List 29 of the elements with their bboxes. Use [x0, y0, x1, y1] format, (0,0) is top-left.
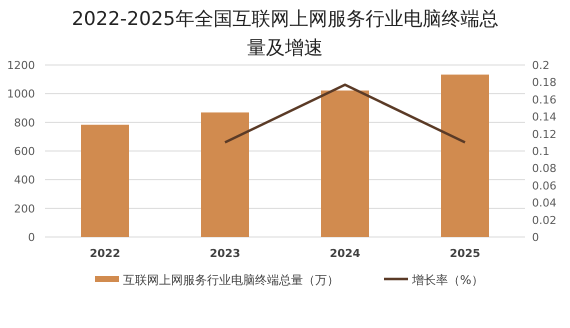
- y2-tick-label: 0.12: [532, 128, 556, 141]
- legend-label: 互联网上网服务行业电脑终端总量（万）: [123, 273, 339, 287]
- y2-tick-label: 0.06: [532, 179, 556, 192]
- x-tick-label: 2025: [450, 247, 480, 260]
- y2-tick-label: 0.1: [532, 145, 550, 158]
- bar: [81, 124, 129, 237]
- y-tick-label: 600: [14, 145, 35, 158]
- y-tick-label: 1000: [7, 88, 35, 101]
- y-tick-label: 0: [28, 231, 35, 244]
- x-tick-label: 2022: [90, 247, 120, 260]
- y2-tick-label: 0: [532, 231, 539, 244]
- y-tick-label: 800: [14, 116, 35, 130]
- y2-tick-label: 0.02: [532, 214, 556, 227]
- y2-tick-label: 0.2: [532, 59, 550, 72]
- y2-tick-label: 0.14: [532, 110, 556, 124]
- bar: [201, 112, 249, 237]
- y-tick-label: 1200: [7, 59, 35, 72]
- x-tick-label: 2024: [330, 247, 361, 260]
- y2-tick-label: 0.08: [532, 162, 556, 176]
- y2-tick-label: 0.16: [532, 93, 556, 106]
- title: 2022-2025年全国互联网上网服务行业电脑终端总量及增速: [72, 8, 498, 59]
- y-tick-label: 200: [14, 202, 35, 216]
- bar: [441, 74, 489, 237]
- legend-label: 增长率（%）: [411, 273, 484, 287]
- y2-tick-label: 0.04: [532, 196, 556, 210]
- x-tick-label: 2023: [210, 247, 240, 260]
- y-tick-label: 400: [14, 174, 35, 187]
- bar: [321, 90, 369, 237]
- y2-tick-label: 0.18: [532, 76, 556, 90]
